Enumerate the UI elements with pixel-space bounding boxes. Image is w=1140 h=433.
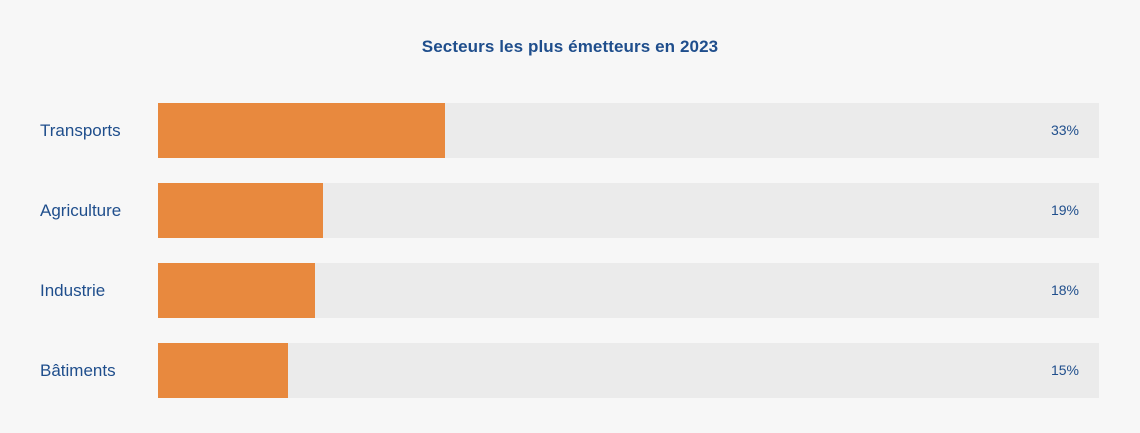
bar-track: 15% (158, 343, 1099, 398)
bar-track: 18% (158, 263, 1099, 318)
category-label: Agriculture (40, 201, 122, 220)
bar-row: Agriculture 19% (0, 183, 1140, 238)
bar-fill (158, 103, 445, 158)
value-label: 19% (1050, 202, 1079, 218)
bar-fill (158, 183, 323, 238)
bar-fill (158, 343, 288, 398)
category-label: Industrie (40, 281, 106, 300)
chart-title: Secteurs les plus émetteurs en 2023 (421, 37, 719, 56)
bar-row: Bâtiments 15% (0, 343, 1140, 398)
value-label: 15% (1050, 362, 1079, 378)
bar-track: 33% (158, 103, 1099, 158)
category-label: Transports (40, 121, 121, 140)
bar-track: 19% (158, 183, 1099, 238)
bar-row: Transports 33% (0, 103, 1140, 158)
category-label: Bâtiments (40, 361, 116, 380)
value-label: 18% (1050, 282, 1079, 298)
value-label: 33% (1050, 122, 1079, 138)
bar-row: Industrie 18% (0, 263, 1140, 318)
bar-fill (158, 263, 315, 318)
